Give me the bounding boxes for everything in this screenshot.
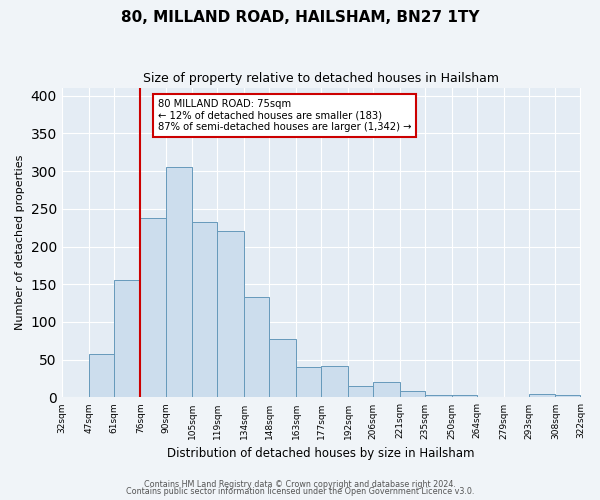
Text: Contains HM Land Registry data © Crown copyright and database right 2024.: Contains HM Land Registry data © Crown c… <box>144 480 456 489</box>
Y-axis label: Number of detached properties: Number of detached properties <box>15 155 25 330</box>
Bar <box>556 395 580 398</box>
Bar <box>140 218 166 398</box>
X-axis label: Distribution of detached houses by size in Hailsham: Distribution of detached houses by size … <box>167 447 475 460</box>
Bar <box>217 232 244 398</box>
Text: Contains public sector information licensed under the Open Government Licence v3: Contains public sector information licen… <box>126 488 474 496</box>
Bar <box>89 354 113 398</box>
Bar <box>529 394 556 398</box>
Bar <box>244 297 269 398</box>
Bar <box>348 386 373 398</box>
Bar <box>166 168 193 398</box>
Bar <box>425 395 452 398</box>
Bar <box>113 280 140 398</box>
Bar <box>373 382 400 398</box>
Bar <box>269 338 296 398</box>
Title: Size of property relative to detached houses in Hailsham: Size of property relative to detached ho… <box>143 72 499 86</box>
Text: 80, MILLAND ROAD, HAILSHAM, BN27 1TY: 80, MILLAND ROAD, HAILSHAM, BN27 1TY <box>121 10 479 25</box>
Bar <box>452 395 477 398</box>
Bar <box>193 222 217 398</box>
Bar <box>321 366 348 398</box>
Text: 80 MILLAND ROAD: 75sqm
← 12% of detached houses are smaller (183)
87% of semi-de: 80 MILLAND ROAD: 75sqm ← 12% of detached… <box>158 99 411 132</box>
Bar <box>296 367 321 398</box>
Bar <box>400 392 425 398</box>
